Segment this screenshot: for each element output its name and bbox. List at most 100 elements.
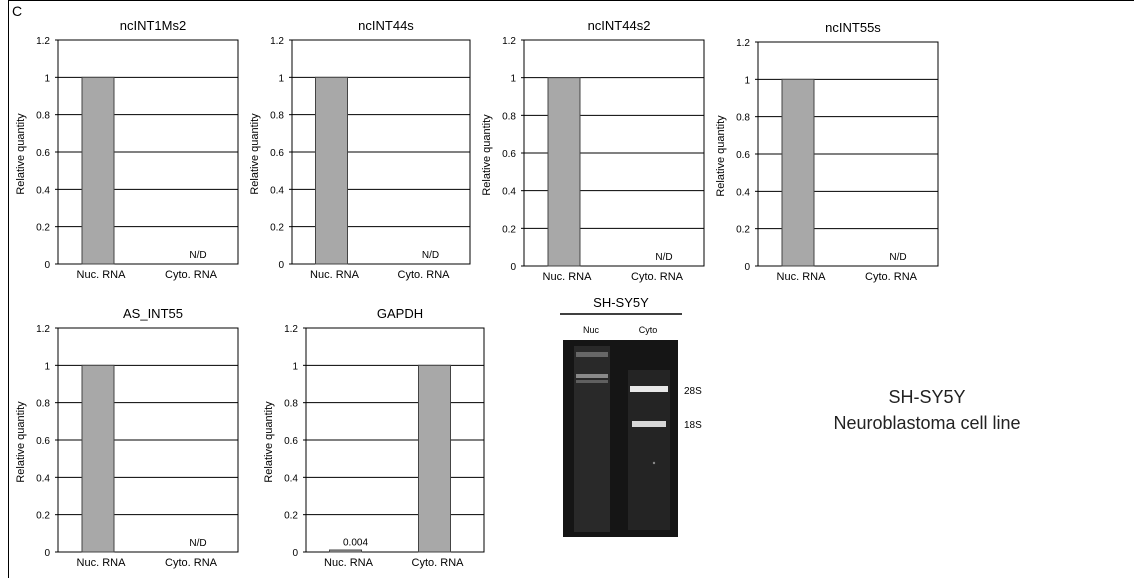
band-28s xyxy=(630,386,668,392)
y-tick-label: 0.6 xyxy=(284,436,298,447)
x-tick-label: Nuc. RNA xyxy=(310,269,360,281)
chart-title: GAPDH xyxy=(377,306,423,321)
gel-image: SH-SY5Y Nuc Cyto 28S 18S xyxy=(560,295,702,537)
y-tick-label: 0.4 xyxy=(36,473,50,484)
marker-28s: 28S xyxy=(684,386,702,397)
chart-title: ncINT44s2 xyxy=(588,18,651,33)
bar-nuc xyxy=(547,77,581,267)
data-label: N/D xyxy=(189,250,206,261)
x-tick-label: Nuc. RNA xyxy=(77,557,127,569)
y-tick-label: 1 xyxy=(744,75,750,86)
bar-nuc xyxy=(81,76,115,265)
y-tick-label: 0.2 xyxy=(36,223,50,234)
chart-3: 0 0.2 0.4 0.6 0.8 1 1.2 ncINT44s2 Relative quant… xyxy=(481,18,705,283)
caption-title: SH-SY5Y xyxy=(888,387,966,407)
y-tick-label: 0 xyxy=(292,548,298,559)
data-label: N/D xyxy=(889,252,906,263)
y-tick-label: 0 xyxy=(278,260,284,271)
x-tick-label: Cyto. RNA xyxy=(412,557,465,569)
chart-1: 0 0.2 0.4 0.6 0.8 1 1.2 ncINT1Ms2 Relative quant… xyxy=(15,18,239,281)
gel-title: SH-SY5Y xyxy=(593,295,649,310)
bar-nuc xyxy=(329,549,362,553)
y-tick-label: 1 xyxy=(44,361,50,372)
chart-2: 0 0.2 0.4 0.6 0.8 1 1.2 ncINT44s Relative quanti… xyxy=(249,18,471,281)
y-tick-label: 1.2 xyxy=(284,324,298,335)
y-axis-label: Relative quantity xyxy=(715,115,727,197)
y-tick-label: 0.4 xyxy=(502,187,516,198)
y-tick-label: 0.2 xyxy=(270,223,284,234)
figure-panel xyxy=(8,0,1134,578)
x-tick-label: Nuc. RNA xyxy=(543,271,593,283)
y-tick-label: 0.2 xyxy=(502,224,516,235)
y-tick-label: 0.4 xyxy=(270,185,284,196)
y-tick-label: 1 xyxy=(44,73,50,84)
y-tick-label: 0.2 xyxy=(284,511,298,522)
y-tick-label: 0 xyxy=(44,548,50,559)
y-tick-label: 0.8 xyxy=(284,399,298,410)
chart-title: ncINT1Ms2 xyxy=(120,18,186,33)
y-tick-label: 1 xyxy=(510,74,516,85)
y-tick-label: 0.8 xyxy=(502,111,516,122)
data-label: 0.004 xyxy=(343,537,368,548)
x-tick-label: Nuc. RNA xyxy=(777,271,827,283)
y-tick-label: 0.4 xyxy=(736,187,750,198)
y-tick-label: 1.2 xyxy=(270,36,284,47)
y-tick-label: 1 xyxy=(292,361,298,372)
band-18s xyxy=(632,421,666,427)
y-tick-label: 0.8 xyxy=(736,113,750,124)
y-tick-label: 0.4 xyxy=(284,473,298,484)
x-tick-label: Cyto. RNA xyxy=(631,271,684,283)
y-axis-label: Relative quantity xyxy=(15,401,27,483)
y-axis-label: Relative quantity xyxy=(249,113,261,195)
data-label: N/D xyxy=(189,538,206,549)
nuc-lane-smear xyxy=(574,346,610,532)
data-label: N/D xyxy=(655,252,672,263)
y-tick-label: 1 xyxy=(278,73,284,84)
bar-charts: 0 0.2 0.4 0.6 0.8 1 1.2 ncINT1Ms2 Relative quant… xyxy=(15,18,939,569)
chart-title: AS_INT55 xyxy=(123,306,183,321)
nuc-band-1 xyxy=(576,374,608,378)
y-tick-label: 0.6 xyxy=(736,150,750,161)
y-tick-label: 0.8 xyxy=(36,111,50,122)
y-tick-label: 1.2 xyxy=(502,36,516,47)
marker-18s: 18S xyxy=(684,420,702,431)
x-tick-label: Cyto. RNA xyxy=(165,269,218,281)
y-axis-label: Relative quantity xyxy=(481,114,493,196)
y-tick-label: 0.6 xyxy=(36,436,50,447)
y-tick-label: 0.6 xyxy=(502,149,516,160)
data-label: N/D xyxy=(422,250,439,261)
bar-nuc xyxy=(81,364,115,553)
nuc-band-2 xyxy=(576,380,608,383)
y-tick-label: 1.2 xyxy=(36,324,50,335)
bar-nuc xyxy=(315,76,348,265)
chart-6: 0 0.2 0.4 0.6 0.8 1 1.2 GAPDH Relative quantity N… xyxy=(263,306,485,569)
cyto-lane-smear xyxy=(628,370,670,530)
y-tick-label: 0 xyxy=(44,260,50,271)
y-tick-label: 0.8 xyxy=(270,111,284,122)
lane-label-nuc: Nuc xyxy=(583,325,600,335)
y-tick-label: 0.8 xyxy=(36,399,50,410)
y-tick-label: 1.2 xyxy=(36,36,50,47)
gel-speck xyxy=(652,461,656,465)
y-tick-label: 0.2 xyxy=(36,511,50,522)
y-tick-label: 0.4 xyxy=(36,185,50,196)
y-axis-label: Relative quantity xyxy=(263,401,275,483)
bar-cyto xyxy=(418,364,451,553)
caption-subtitle: Neuroblastoma cell line xyxy=(833,413,1021,433)
y-axis-label: Relative quantity xyxy=(15,113,27,195)
x-tick-label: Cyto. RNA xyxy=(865,271,918,283)
chart-4: 0 0.2 0.4 0.6 0.8 1 1.2 ncINT55s Relative quanti… xyxy=(715,20,939,283)
x-tick-label: Nuc. RNA xyxy=(77,269,127,281)
chart-title: ncINT55s xyxy=(825,20,881,35)
y-tick-label: 1.2 xyxy=(736,38,750,49)
x-tick-label: Cyto. RNA xyxy=(165,557,218,569)
nuc-band-top xyxy=(576,352,608,357)
y-tick-label: 0 xyxy=(510,262,516,273)
y-tick-label: 0.2 xyxy=(736,225,750,236)
y-tick-label: 0.6 xyxy=(36,148,50,159)
x-tick-label: Nuc. RNA xyxy=(324,557,374,569)
y-tick-label: 0 xyxy=(744,262,750,273)
lane-label-cyto: Cyto xyxy=(639,325,658,335)
x-tick-label: Cyto. RNA xyxy=(398,269,451,281)
